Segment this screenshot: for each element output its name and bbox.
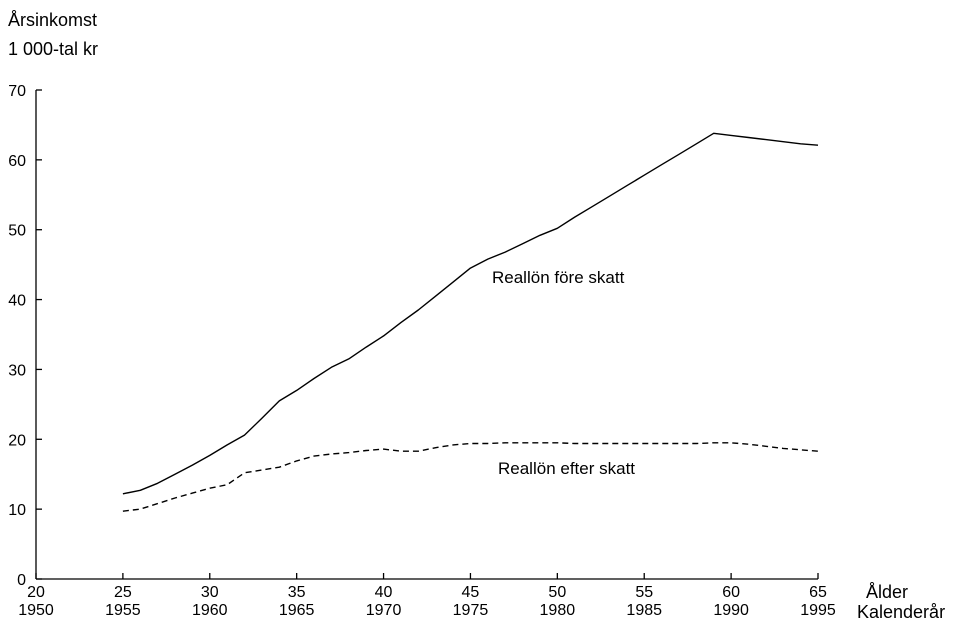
series-line-before-tax [122, 132, 819, 495]
x-tick-label-year: 1995 [800, 602, 836, 619]
x-tick-label-age: 65 [809, 584, 827, 601]
x-axis: 2019502519553019603519654019704519755019… [18, 573, 836, 619]
x-tick-label-age: 50 [548, 584, 566, 601]
y-tick-label: 20 [8, 432, 26, 449]
y-tick-label: 70 [8, 83, 26, 100]
y-tick-label: 50 [8, 223, 26, 240]
x-tick-label-age: 45 [462, 584, 480, 601]
x-tick-label-age: 30 [201, 584, 219, 601]
x-tick-label-age: 20 [27, 584, 45, 601]
x-tick-label-age: 40 [375, 584, 393, 601]
x-tick-label-age: 60 [722, 584, 740, 601]
x-axis-title-age: Ålder [866, 582, 908, 602]
x-tick-label-age: 35 [288, 584, 306, 601]
y-tick-label: 30 [8, 362, 26, 379]
y-tick-label: 10 [8, 502, 26, 519]
y-axis-title-line-2: 1 000-tal kr [8, 39, 98, 59]
x-axis-title-year: Kalenderår [857, 602, 945, 620]
x-tick-label-age: 55 [635, 584, 653, 601]
x-tick-label-year: 1980 [540, 602, 576, 619]
y-axis-title-line-1: Årsinkomst [8, 10, 97, 30]
x-tick-label-year: 1985 [626, 602, 662, 619]
y-tick-label: 0 [17, 572, 26, 589]
series-label-before-tax: Reallön före skatt [492, 268, 625, 287]
x-tick-label-year: 1975 [453, 602, 489, 619]
x-tick-label-age: 25 [114, 584, 132, 601]
y-tick-label: 40 [8, 293, 26, 310]
x-tick-label-year: 1950 [18, 602, 54, 619]
series-line-after-tax [122, 442, 819, 512]
x-tick-label-year: 1960 [192, 602, 228, 619]
series-layer [122, 132, 819, 512]
x-tick-label-year: 1955 [105, 602, 141, 619]
x-tick-label-year: 1965 [279, 602, 315, 619]
x-tick-label-year: 1970 [366, 602, 402, 619]
x-tick-label-year: 1990 [713, 602, 749, 619]
series-label-after-tax: Reallön efter skatt [498, 459, 635, 478]
y-tick-label: 60 [8, 153, 26, 170]
y-axis: 0 10 20 30 40 50 60 70 [8, 83, 42, 589]
